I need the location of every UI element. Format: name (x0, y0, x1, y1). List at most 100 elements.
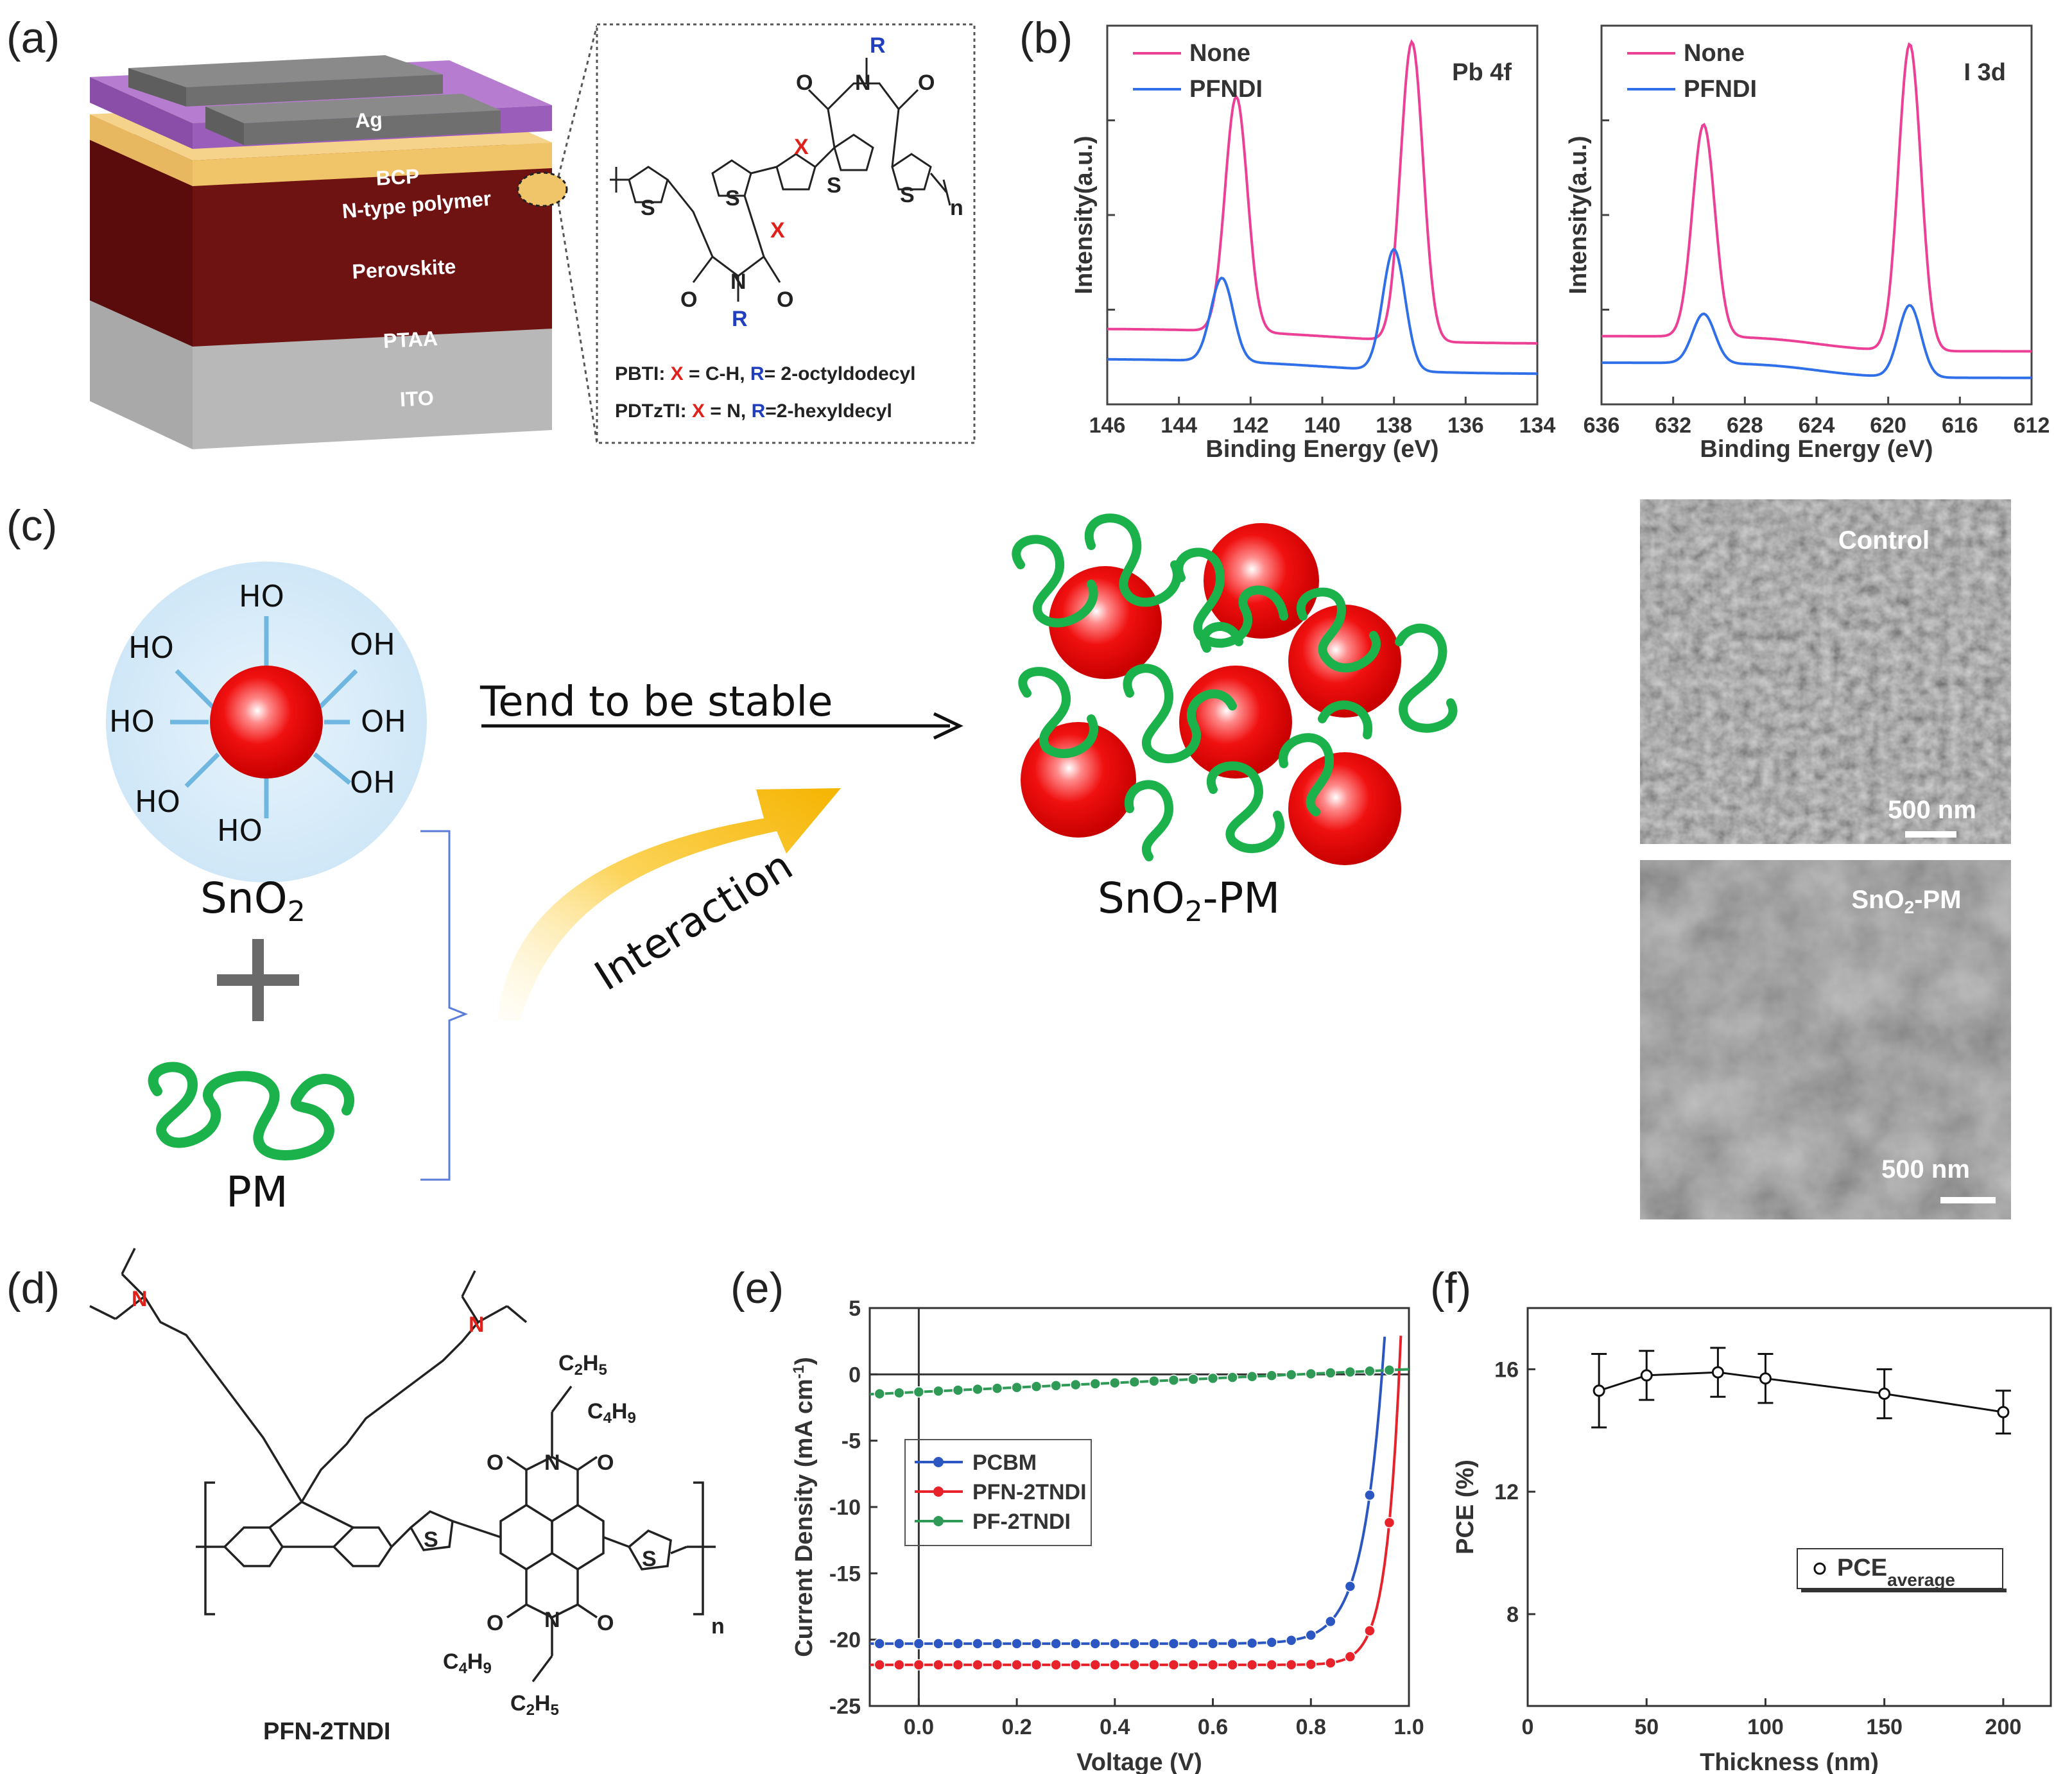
data-point (913, 1659, 925, 1671)
x-tick-label: 142 (1232, 413, 1269, 438)
pfn-n-top: N (544, 1451, 560, 1475)
mol-n-subscript: n (950, 196, 963, 220)
data-point (913, 1638, 925, 1649)
data-point (1109, 1659, 1121, 1671)
interaction-arrow (497, 788, 841, 1020)
perovskite-front (193, 164, 552, 347)
ag-bar-1-front (186, 74, 443, 107)
data-point (1069, 1659, 1082, 1671)
x-tick-label: 0.6 (1198, 1715, 1228, 1739)
data-point (1305, 1368, 1317, 1380)
data-point (1759, 1372, 1772, 1385)
x-tick-label: 0.2 (1001, 1715, 1032, 1739)
sem-bottom-texture (1640, 860, 2011, 1219)
y-tick-label: -15 (829, 1562, 861, 1586)
legend-marker (933, 1457, 944, 1467)
pfn-name: PFN-2TNDI (263, 1718, 390, 1745)
data-point (1089, 1659, 1101, 1671)
data-point (972, 1659, 983, 1671)
pce-thickness-chart: 0 50 100 150 200 8 12 16 Thickness (nm) PCE (%) PC… (1452, 1307, 2052, 1774)
data-point (991, 1382, 1003, 1394)
oh-right: OH (361, 704, 406, 739)
legend-box (1797, 1548, 2003, 1589)
cluster-particle (1204, 523, 1319, 639)
data-point (1207, 1638, 1219, 1649)
data-point (1030, 1638, 1042, 1649)
data-point (1878, 1388, 1891, 1400)
x-tick-label: 0.0 (904, 1715, 934, 1739)
oh-upper-right: OH (350, 627, 395, 662)
y-tick-label: -10 (829, 1495, 861, 1520)
legend-label: PF-2TNDI (972, 1510, 1071, 1534)
sem-top-texture (1640, 499, 2011, 844)
mol-r-top: R (870, 33, 886, 58)
legend-label: PFNDI (1684, 76, 1757, 103)
legend-marker (933, 1516, 944, 1526)
series-line-pfndi (1107, 248, 1537, 375)
data-point (1383, 1517, 1395, 1529)
y-tick-label: 0 (849, 1363, 861, 1387)
mol-s-4: S (900, 183, 915, 207)
data-point (1285, 1634, 1297, 1646)
y-tick-label: -25 (829, 1694, 861, 1719)
cluster-particle (1288, 752, 1401, 865)
data-point (874, 1388, 886, 1400)
sno2pm-label: SnO2-PM (1098, 874, 1280, 928)
data-point (894, 1659, 905, 1671)
mol-x-bottom: X (770, 218, 785, 243)
data-point (1069, 1379, 1082, 1391)
pfn-n-subscript: n (711, 1614, 725, 1639)
legend-box (904, 1439, 1092, 1546)
data-point (1148, 1638, 1160, 1649)
data-point (1325, 1615, 1336, 1628)
pfn-2tndi-structure: N N N N O O O O S S C2H5 C4H9 C4H9 C2H5 … (89, 1248, 725, 1745)
data-point (894, 1387, 905, 1399)
ntype-front (193, 142, 552, 186)
data-point (1266, 1637, 1277, 1648)
tend-label: Tend to be stable (479, 678, 833, 726)
sno2-label: SnO2 (200, 874, 306, 928)
ag-bar-2-top (205, 94, 501, 123)
x-tick-label: 0 (1522, 1715, 1534, 1739)
data-point (1030, 1659, 1042, 1671)
data-point (1305, 1658, 1317, 1670)
sem-top-label: Control (1838, 526, 1930, 555)
data-point (1089, 1638, 1101, 1649)
x-tick-label: 136 (1447, 413, 1484, 438)
bcp-side (90, 77, 193, 149)
cluster-polymer-chains (1012, 513, 1458, 861)
data-point (1128, 1376, 1141, 1388)
data-point (1711, 1366, 1724, 1379)
sem-image-control: Control 500 nm (1640, 499, 2011, 844)
x-tick-label: 146 (1089, 413, 1126, 438)
x-tick-label: 100 (1747, 1715, 1784, 1739)
data-point (1050, 1659, 1062, 1671)
panel-label-a: (a) (6, 13, 60, 62)
data-point (1168, 1374, 1180, 1386)
y-axis-label: Intensity(a.u.) (1071, 135, 1098, 294)
x-tick-label: 134 (1519, 413, 1556, 438)
data-point (933, 1659, 944, 1671)
mol-n-bottom: N (730, 270, 747, 294)
layer-label-ptaa: PTAA (383, 327, 438, 352)
xps-i3d-chart: 636 632 628 624 620 616 612 Binding Energy (eV)… (1565, 24, 2050, 463)
mol-o-2: O (918, 71, 935, 95)
y-tick-label: 8 (1507, 1603, 1519, 1627)
x-tick-label: 628 (1727, 413, 1763, 438)
sem-top-scale-label: 500 nm (1888, 796, 1976, 824)
mol-caption-pbti: PBTI: X = C-H, R= 2-octyldodecyl (615, 363, 915, 384)
legend-label: PCEaverage (1837, 1554, 1955, 1590)
pfn-n-right: N (469, 1313, 485, 1337)
data-point (1187, 1659, 1199, 1671)
series-line-none (1601, 42, 2032, 353)
x-axis-label: Voltage (V) (1076, 1749, 1202, 1774)
xps-pb4f-chart: 146 144 142 140 138 136 134 Binding Energy (eV)… (1071, 24, 1556, 463)
data-point (1207, 1372, 1219, 1384)
pfn-o-3: O (487, 1611, 503, 1635)
data-point (1997, 1406, 2010, 1418)
data-point (1344, 1651, 1356, 1662)
y-tick-label: -5 (842, 1429, 861, 1454)
ag-bar-1-top (128, 55, 443, 87)
data-point (1325, 1367, 1336, 1379)
